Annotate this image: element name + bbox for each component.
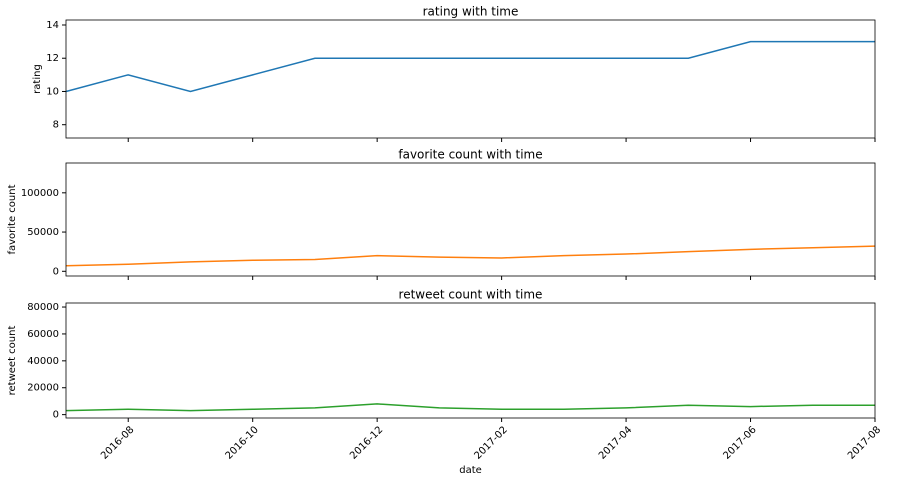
y-axis-label: rating bbox=[32, 64, 43, 94]
y-tick-label: 0 bbox=[53, 410, 59, 421]
y-tick-label: 12 bbox=[46, 53, 59, 64]
y-tick-label: 50000 bbox=[27, 227, 59, 238]
y-tick-label: 40000 bbox=[27, 356, 59, 367]
y-tick-label: 60000 bbox=[27, 329, 59, 340]
x-axis-label: date bbox=[459, 465, 482, 476]
panel-title: retweet count with time bbox=[399, 288, 543, 302]
x-tick-label: 2016-12 bbox=[348, 424, 385, 461]
x-tick-label: 2017-04 bbox=[597, 424, 634, 461]
series-line bbox=[65, 403, 875, 412]
y-tick-label: 100000 bbox=[21, 188, 59, 199]
plot-frame bbox=[65, 19, 876, 139]
x-tick-label: 2017-02 bbox=[473, 424, 510, 461]
y-tick-label: 80000 bbox=[27, 302, 59, 313]
y-tick-label: 14 bbox=[46, 20, 59, 31]
x-tick-label: 2017-08 bbox=[846, 424, 883, 461]
plot-frame bbox=[65, 302, 876, 419]
y-tick-label: 20000 bbox=[27, 383, 59, 394]
y-axis-label: favorite count bbox=[7, 184, 18, 254]
x-tick-label: 2016-10 bbox=[224, 424, 261, 461]
panel-title: rating with time bbox=[423, 5, 519, 19]
plot-frame bbox=[65, 162, 876, 277]
y-tick-label: 8 bbox=[53, 120, 59, 131]
y-tick-label: 0 bbox=[53, 266, 59, 277]
y-tick-label: 10 bbox=[46, 86, 59, 97]
panel-title: favorite count with time bbox=[398, 148, 542, 162]
series-line bbox=[65, 40, 875, 93]
y-axis-label: retweet count bbox=[7, 326, 18, 396]
x-tick-label: 2017-06 bbox=[721, 424, 758, 461]
series-line bbox=[65, 245, 876, 267]
x-tick-label: 2016-08 bbox=[99, 424, 136, 461]
